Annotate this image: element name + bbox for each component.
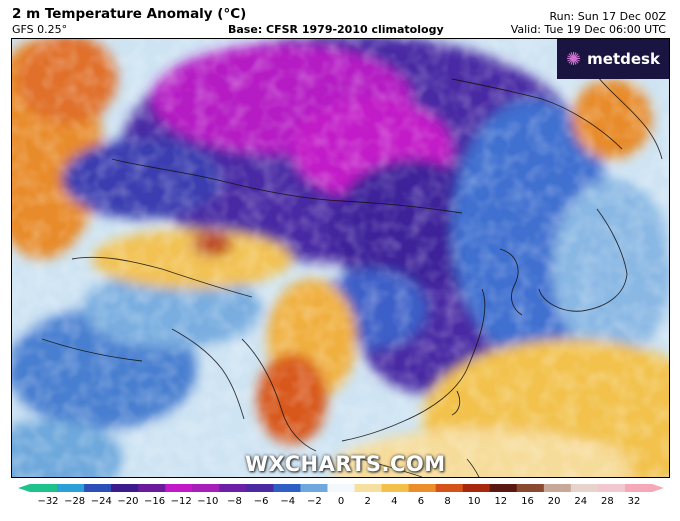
colorbar-tick-label: −20 bbox=[117, 496, 139, 507]
colorbar-segment bbox=[327, 484, 356, 492]
colorbar-segment bbox=[246, 484, 274, 492]
colorbar-segment bbox=[381, 484, 410, 492]
colorbar-segment bbox=[192, 484, 220, 492]
anomaly-field bbox=[12, 39, 669, 477]
colorbar-segment bbox=[111, 484, 139, 492]
colorbar-tick-label: 8 bbox=[444, 496, 451, 507]
valid-time-label: Valid: Tue 19 Dec 06:00 UTC bbox=[510, 23, 666, 36]
colorbar-segment bbox=[354, 484, 383, 492]
colorbar-tick-label: 24 bbox=[574, 496, 588, 507]
metdesk-spark-icon: ✺ bbox=[566, 48, 582, 70]
colorbar-tick-label: 28 bbox=[600, 496, 614, 507]
colorbar-segment bbox=[300, 484, 328, 492]
coastlines bbox=[41, 68, 663, 477]
colorbar-tick-label: 10 bbox=[467, 496, 481, 507]
climatology-base-label: Base: CFSR 1979-2010 climatology bbox=[228, 23, 444, 36]
colorbar-segment bbox=[489, 484, 518, 492]
colorbar-tick-label: 12 bbox=[494, 496, 508, 507]
run-time-label: Run: Sun 17 Dec 00Z bbox=[549, 10, 666, 23]
colorbar-segment bbox=[462, 484, 491, 492]
colorbar-segment bbox=[165, 484, 193, 492]
colorbar-tick-label: 0 bbox=[337, 496, 345, 507]
colorbar-min-arrow bbox=[18, 484, 30, 492]
metdesk-logo-text: metdesk bbox=[587, 50, 660, 68]
colorbar-tick-label: −12 bbox=[170, 496, 192, 507]
colorbar-tick-label: −32 bbox=[37, 496, 59, 507]
colorbar-tick-label: 4 bbox=[391, 496, 398, 507]
wxcharts-watermark: WXCHARTS.COM bbox=[245, 452, 446, 476]
chart-title: 2 m Temperature Anomaly (°C) bbox=[12, 6, 247, 22]
colorbar-tick-label: −24 bbox=[90, 496, 112, 507]
colorbar-segment bbox=[138, 484, 166, 492]
colorbar-tick-label: −16 bbox=[143, 496, 166, 507]
colorbar-tick-label: −8 bbox=[227, 496, 242, 507]
colorbar-tick-label: 20 bbox=[547, 496, 561, 507]
colorbar-segment bbox=[597, 484, 626, 492]
colorbar-segment bbox=[84, 484, 112, 492]
colorbar-segment bbox=[570, 484, 599, 492]
colorbar-tick-label: 32 bbox=[627, 496, 641, 507]
colorbar-segment bbox=[219, 484, 247, 492]
colorbar-segment bbox=[273, 484, 301, 492]
colorbar-ticks: −32 −28 −24 −20 −16 −12 −10 −8 −6 −4 −2 0 2 4 6 8 10 12 16… bbox=[0, 496, 680, 510]
colorbar-segment bbox=[435, 484, 464, 492]
colorbar-segment bbox=[408, 484, 437, 492]
colorbar-segment bbox=[30, 484, 58, 492]
colorbar-segment bbox=[624, 484, 653, 492]
colorbar-tick-label: 16 bbox=[521, 496, 534, 507]
colorbar-segment bbox=[543, 484, 572, 492]
colorbar-tick-label: −28 bbox=[64, 496, 86, 507]
colorbar-segment bbox=[516, 484, 545, 492]
colorbar-tick-label: −2 bbox=[306, 496, 322, 507]
metdesk-logo: ✺ metdesk bbox=[557, 39, 669, 79]
colorbar bbox=[18, 484, 664, 492]
colorbar-tick-label: 6 bbox=[417, 496, 425, 507]
colorbar-max-arrow bbox=[652, 484, 664, 492]
colorbar-segment bbox=[57, 484, 85, 492]
temperature-anomaly-map: ✺ metdesk WXCHARTS.COM bbox=[11, 38, 670, 478]
model-label: GFS 0.25° bbox=[12, 23, 68, 36]
colorbar-tick-label: −6 bbox=[253, 496, 269, 507]
colorbar-tick-label: 2 bbox=[364, 496, 371, 507]
colorbar-tick-label: −10 bbox=[197, 496, 219, 507]
colorbar-tick-label: −4 bbox=[280, 496, 296, 507]
